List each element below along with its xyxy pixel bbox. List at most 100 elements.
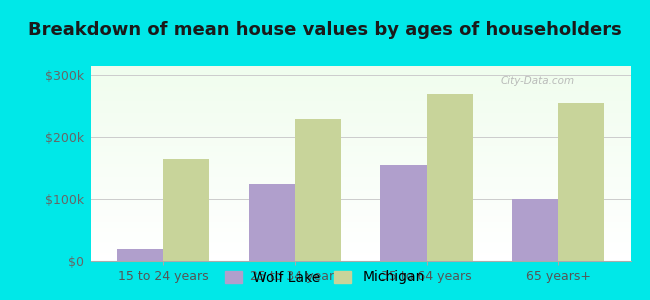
Bar: [91, 128, 630, 130]
Bar: [91, 242, 630, 244]
Bar: [91, 226, 630, 228]
Bar: [91, 136, 630, 138]
Bar: [91, 130, 630, 132]
Bar: [91, 154, 630, 156]
Bar: [91, 68, 630, 70]
Bar: [558, 103, 605, 261]
Bar: [91, 259, 630, 261]
Bar: [91, 76, 630, 78]
Bar: [91, 115, 630, 117]
Bar: [426, 94, 473, 261]
Bar: [91, 166, 630, 167]
Bar: [91, 181, 630, 183]
Bar: [91, 169, 630, 171]
Bar: [91, 218, 630, 220]
Bar: [91, 95, 630, 97]
Bar: [91, 238, 630, 239]
Bar: [91, 167, 630, 169]
Bar: [91, 85, 630, 88]
Bar: [91, 142, 630, 144]
Bar: [91, 208, 630, 210]
Bar: [91, 89, 630, 91]
Bar: [91, 197, 630, 199]
Bar: [91, 191, 630, 193]
Bar: [91, 205, 630, 206]
Bar: [91, 132, 630, 134]
Bar: [91, 134, 630, 136]
Bar: [91, 74, 630, 76]
Legend: Wolf Lake, Michigan: Wolf Lake, Michigan: [220, 265, 430, 290]
Bar: [91, 103, 630, 105]
Bar: [91, 113, 630, 115]
Bar: [91, 175, 630, 177]
Bar: [91, 224, 630, 226]
Bar: [91, 140, 630, 142]
Bar: [91, 187, 630, 189]
Bar: [91, 234, 630, 236]
Bar: [91, 210, 630, 212]
Bar: [512, 199, 558, 261]
Text: Breakdown of mean house values by ages of householders: Breakdown of mean house values by ages o…: [28, 21, 622, 39]
Bar: [91, 101, 630, 103]
Bar: [91, 171, 630, 173]
Bar: [91, 183, 630, 185]
Bar: [91, 239, 630, 242]
Bar: [91, 195, 630, 197]
Bar: [91, 179, 630, 181]
Bar: [91, 78, 630, 80]
Bar: [295, 118, 341, 261]
Bar: [91, 124, 630, 127]
Bar: [91, 111, 630, 113]
Bar: [91, 232, 630, 234]
Bar: [91, 206, 630, 208]
Bar: [91, 230, 630, 232]
Bar: [91, 161, 630, 164]
Bar: [91, 150, 630, 152]
Bar: [91, 220, 630, 222]
Bar: [91, 247, 630, 249]
Bar: [91, 117, 630, 118]
Bar: [91, 109, 630, 111]
Bar: [91, 257, 630, 259]
Bar: [91, 83, 630, 85]
Bar: [91, 158, 630, 160]
Bar: [91, 216, 630, 218]
Bar: [91, 91, 630, 93]
Bar: [91, 152, 630, 154]
Bar: [91, 146, 630, 148]
Bar: [91, 156, 630, 158]
Bar: [91, 236, 630, 238]
Bar: [91, 185, 630, 187]
Bar: [91, 200, 630, 202]
Bar: [91, 122, 630, 124]
Bar: [91, 80, 630, 82]
Bar: [91, 245, 630, 247]
Bar: [91, 212, 630, 214]
Bar: [91, 228, 630, 230]
Bar: [91, 164, 630, 165]
Bar: [91, 107, 630, 109]
Bar: [91, 244, 630, 245]
Bar: [91, 88, 630, 89]
Text: City-Data.com: City-Data.com: [501, 76, 575, 86]
Bar: [91, 251, 630, 253]
Bar: [91, 193, 630, 195]
Bar: [91, 199, 630, 201]
Bar: [91, 255, 630, 257]
Bar: [91, 148, 630, 150]
Bar: [91, 249, 630, 251]
Bar: [91, 138, 630, 140]
Bar: [249, 184, 295, 261]
Bar: [91, 99, 630, 101]
Bar: [91, 97, 630, 99]
Bar: [91, 119, 630, 121]
Bar: [91, 66, 630, 68]
Bar: [91, 189, 630, 191]
Bar: [117, 249, 163, 261]
Bar: [91, 177, 630, 179]
Bar: [91, 202, 630, 205]
Bar: [91, 105, 630, 107]
Bar: [91, 70, 630, 72]
Bar: [91, 72, 630, 74]
Bar: [91, 93, 630, 95]
